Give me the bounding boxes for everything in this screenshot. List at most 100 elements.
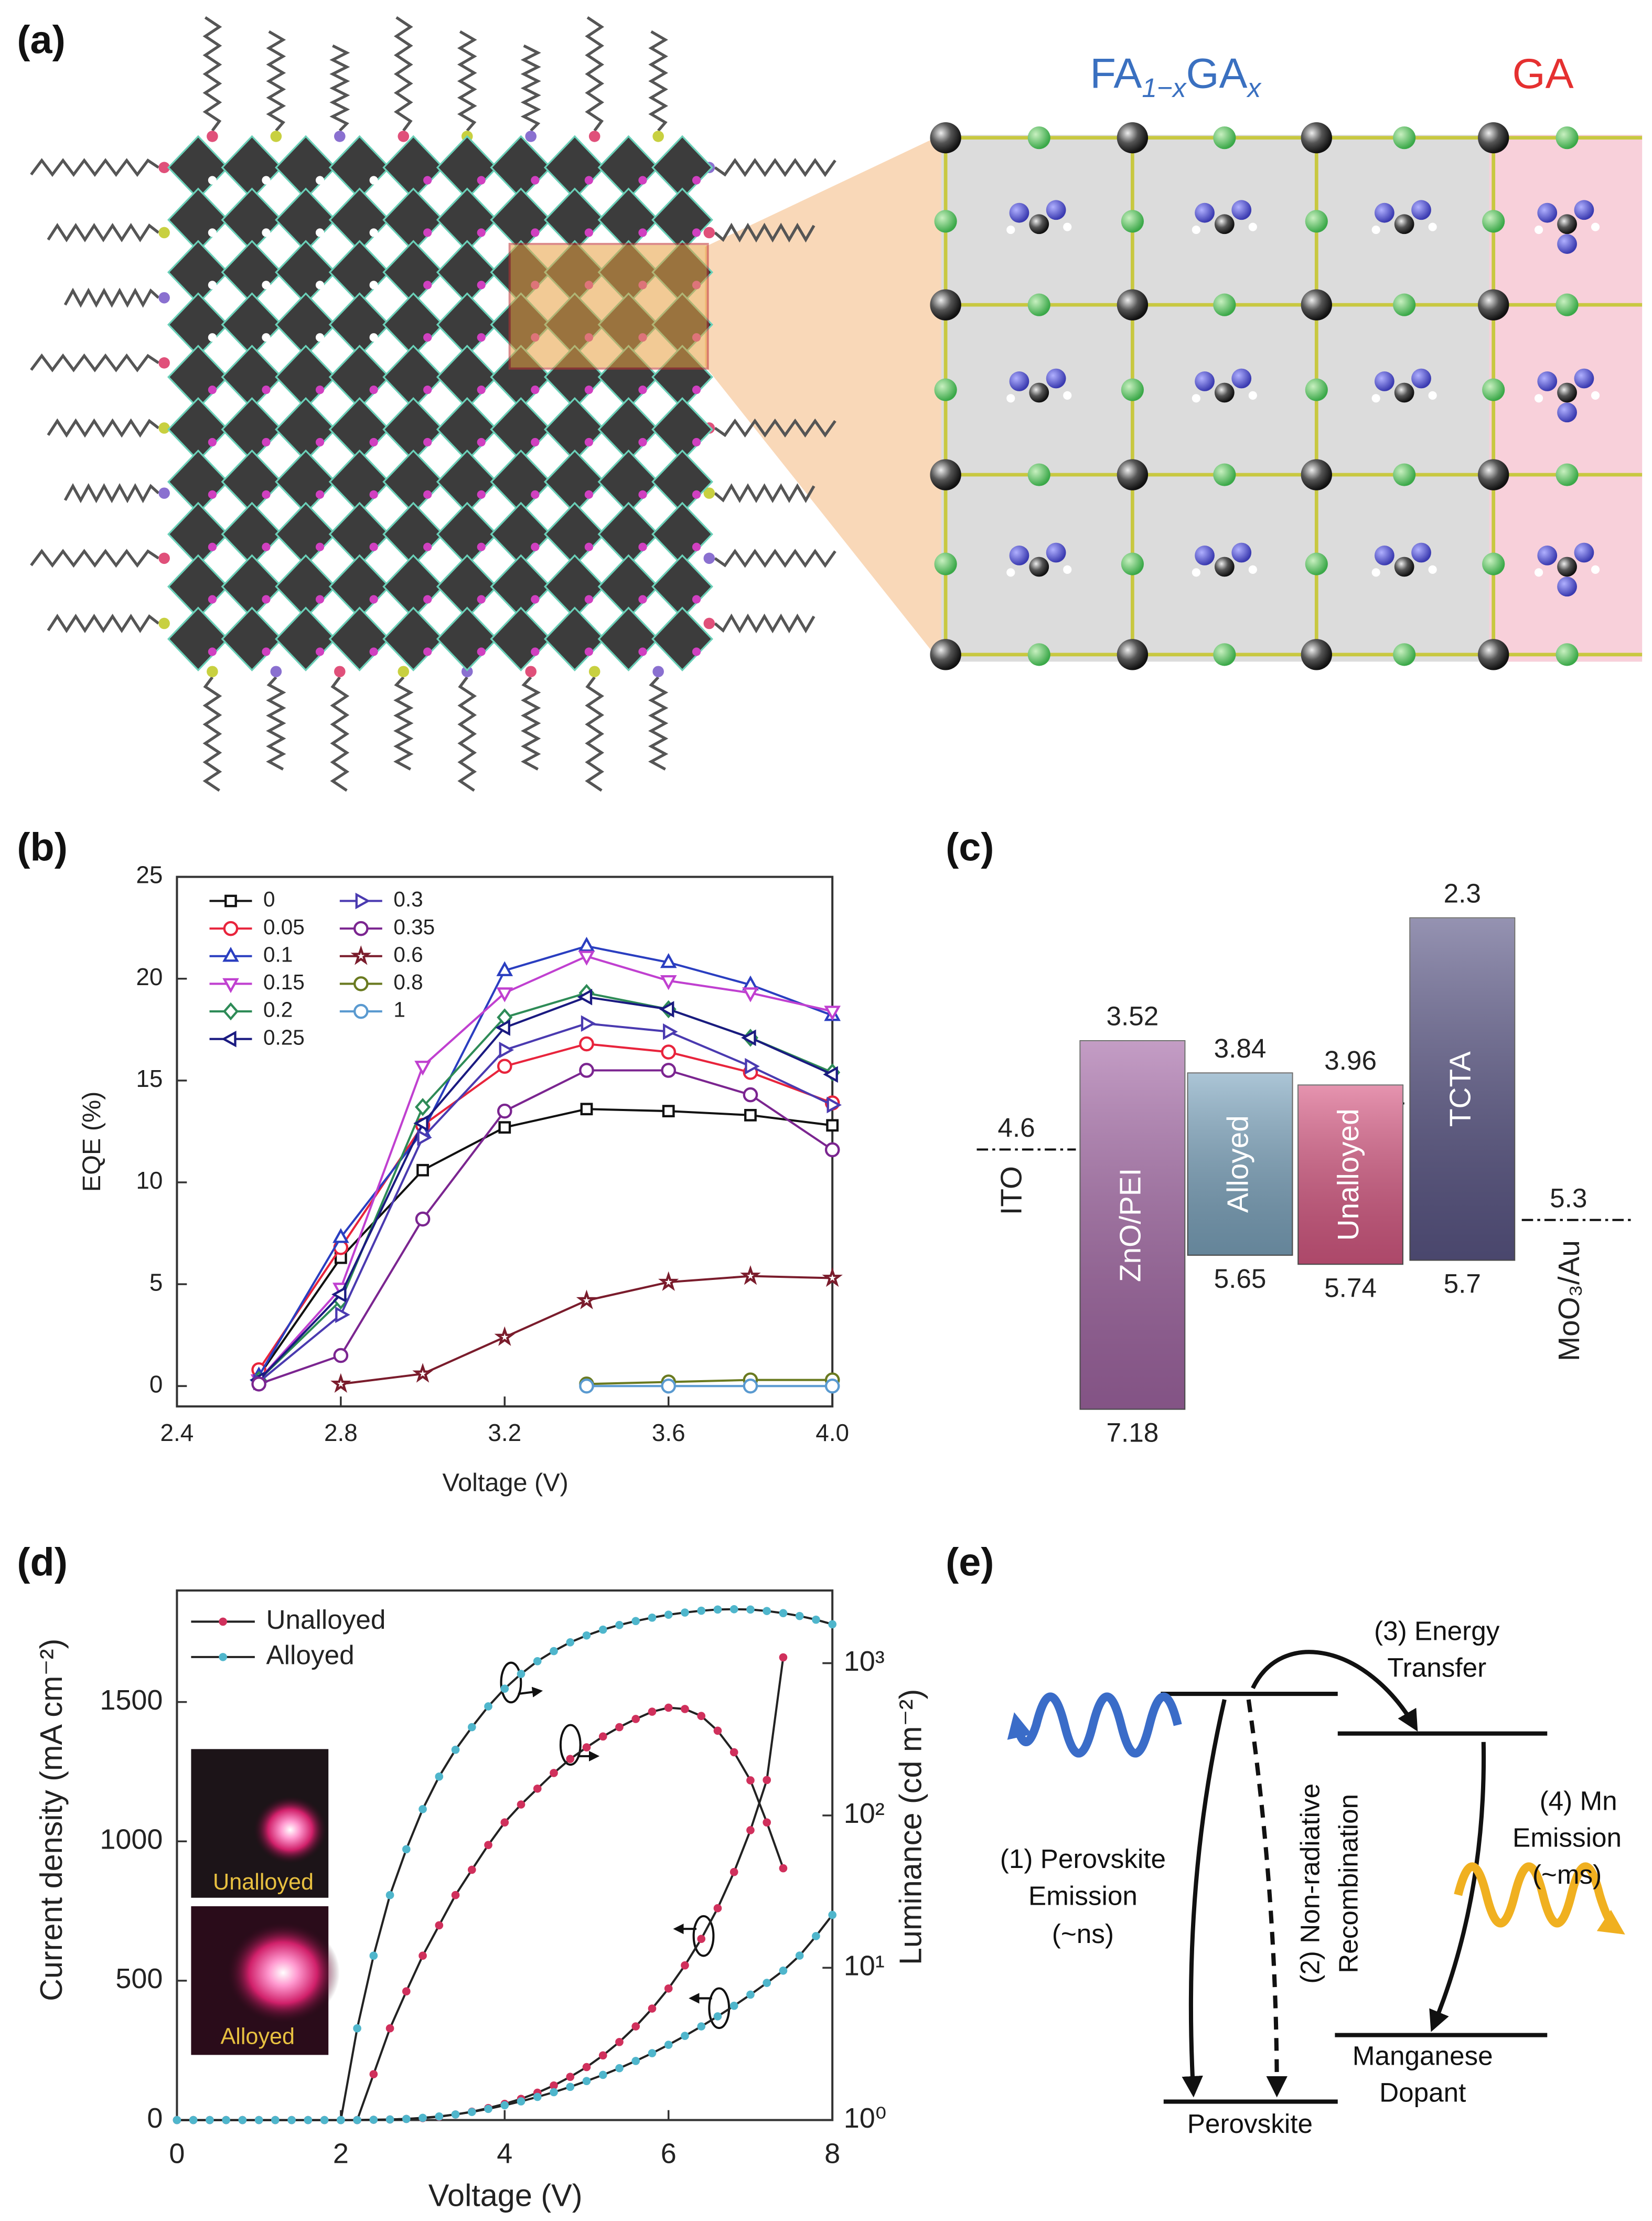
cation xyxy=(584,228,593,237)
lead xyxy=(1301,289,1332,321)
molecule-n xyxy=(1574,368,1594,389)
ligand-head xyxy=(703,552,715,564)
legend-label: 0 xyxy=(263,887,275,911)
molecule-n xyxy=(1195,546,1215,565)
molecule-h xyxy=(1428,222,1437,231)
cation xyxy=(692,595,701,604)
cation xyxy=(584,437,593,447)
x-tick-label: 2 xyxy=(333,2138,349,2169)
legend-label: 0.15 xyxy=(263,970,305,994)
data-point xyxy=(713,1904,722,1913)
data-point xyxy=(663,1023,678,1040)
lead xyxy=(1477,459,1509,490)
legend-marker xyxy=(222,978,239,994)
diagram-label: Transfer xyxy=(1387,1653,1486,1683)
halide xyxy=(1556,293,1579,316)
data-point xyxy=(320,2116,329,2124)
cation xyxy=(208,176,217,185)
data-point xyxy=(577,988,593,1006)
lumo-label: 3.96 xyxy=(1324,1045,1377,1075)
y2-axis-title: Luminance (cd m⁻²) xyxy=(893,1689,928,1965)
lead xyxy=(930,289,961,321)
data-point xyxy=(746,1826,755,1834)
cation xyxy=(208,595,217,604)
data-point xyxy=(631,1715,640,1723)
legend-label: 0.1 xyxy=(263,942,293,966)
panel-label: (a) xyxy=(17,18,65,62)
data-point xyxy=(648,1707,657,1716)
ligand-head xyxy=(398,666,410,678)
bar-shade xyxy=(1187,1073,1293,1255)
halide xyxy=(1393,126,1416,150)
data-point xyxy=(598,2070,607,2079)
cation xyxy=(262,437,271,447)
data-point xyxy=(416,1163,429,1177)
legend-marker xyxy=(219,1617,227,1626)
cation xyxy=(692,542,701,551)
lead xyxy=(930,459,961,490)
data-point xyxy=(435,1921,444,1930)
plot-frame xyxy=(176,875,834,1408)
legend-marker xyxy=(222,1002,239,1021)
halide xyxy=(1556,463,1579,486)
data-point xyxy=(763,1979,771,1987)
data-point xyxy=(745,1058,760,1075)
legend-marker xyxy=(222,946,239,962)
ligand xyxy=(47,223,159,242)
cation xyxy=(477,228,486,237)
cation xyxy=(315,595,325,604)
cation xyxy=(584,385,593,394)
data-point xyxy=(746,1776,755,1785)
y-tick-label: 1500 xyxy=(100,1684,163,1716)
molecule-h xyxy=(1428,391,1437,400)
ligand-head xyxy=(652,666,664,678)
ligand xyxy=(520,44,541,132)
data-point xyxy=(369,2070,378,2078)
data-point xyxy=(550,1647,558,1656)
cation xyxy=(423,333,432,342)
data-point xyxy=(576,1289,597,1310)
molecule-h xyxy=(1371,394,1380,403)
emission-wave xyxy=(1007,1692,1182,1758)
layer-label: Unalloyed xyxy=(1332,1108,1365,1241)
data-point xyxy=(828,1620,836,1629)
data-point xyxy=(763,1607,771,1615)
data-point xyxy=(579,1063,594,1078)
molecule-n xyxy=(1537,202,1558,223)
data-point xyxy=(173,2116,181,2124)
molecule-n xyxy=(1537,371,1558,391)
homo-label: 5.65 xyxy=(1214,1264,1267,1294)
data-point xyxy=(271,2116,280,2124)
cation xyxy=(262,385,271,394)
data-point xyxy=(579,1036,594,1052)
cation xyxy=(315,176,325,185)
y-axis-title: Current density (mA cm⁻²) xyxy=(34,1639,69,2001)
cation xyxy=(638,385,647,394)
diagram-label: (2) Non-radiative xyxy=(1295,1784,1325,1984)
data-point xyxy=(746,1990,755,1999)
ligand xyxy=(648,676,669,771)
cation xyxy=(423,281,432,290)
data-point xyxy=(415,1098,431,1116)
series-line xyxy=(258,1069,833,1385)
formula-part: 1−x xyxy=(1142,72,1187,102)
data-point xyxy=(742,987,759,1002)
ligand xyxy=(714,483,816,504)
y-tick-label: 15 xyxy=(136,1065,163,1092)
molecule-n xyxy=(1046,200,1066,220)
halide xyxy=(1027,126,1050,150)
molecule-h xyxy=(1192,568,1200,577)
data-point xyxy=(824,1006,841,1021)
data-point xyxy=(615,1621,624,1629)
cation xyxy=(531,647,540,656)
ligand xyxy=(457,676,477,792)
molecule-h xyxy=(1591,565,1600,574)
transition-arrow xyxy=(1182,1699,1227,2098)
data-point xyxy=(566,1638,575,1647)
molecule-c xyxy=(1214,382,1235,403)
cation xyxy=(423,647,432,656)
legend-marker xyxy=(219,1653,227,1661)
end-member-label: GA xyxy=(1512,50,1574,98)
molecule-n xyxy=(1557,402,1577,423)
